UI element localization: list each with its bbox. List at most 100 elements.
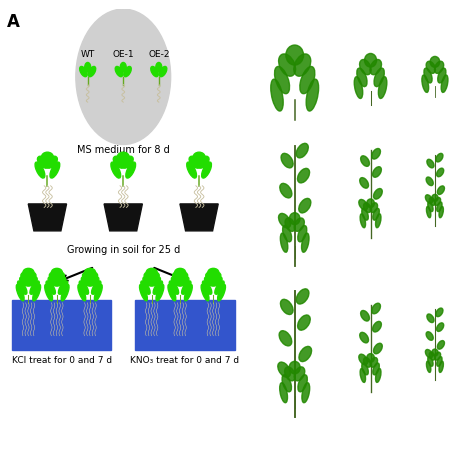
Text: KCl treat for 0 and 7 d: KCl treat for 0 and 7 d (11, 356, 112, 365)
Ellipse shape (124, 66, 131, 77)
Ellipse shape (373, 363, 379, 375)
Ellipse shape (301, 233, 309, 252)
Ellipse shape (429, 197, 435, 205)
Text: Growing in soil for 25 d: Growing in soil for 25 d (67, 245, 180, 255)
Ellipse shape (148, 272, 159, 280)
Ellipse shape (359, 354, 367, 365)
Ellipse shape (435, 352, 441, 360)
Ellipse shape (296, 143, 308, 158)
Ellipse shape (94, 284, 102, 301)
Ellipse shape (362, 363, 368, 375)
Ellipse shape (168, 284, 176, 301)
Ellipse shape (50, 162, 60, 178)
Ellipse shape (372, 303, 381, 314)
Ellipse shape (375, 214, 381, 228)
Text: OE-2: OE-2 (430, 175, 448, 184)
Ellipse shape (279, 331, 292, 346)
Ellipse shape (425, 195, 432, 203)
Ellipse shape (299, 198, 311, 213)
Ellipse shape (49, 272, 60, 280)
Ellipse shape (436, 153, 443, 162)
Ellipse shape (151, 66, 158, 77)
Ellipse shape (122, 156, 133, 168)
Ellipse shape (289, 361, 300, 374)
Ellipse shape (113, 156, 125, 168)
Ellipse shape (208, 268, 219, 277)
Ellipse shape (367, 199, 374, 207)
Ellipse shape (370, 203, 378, 212)
Ellipse shape (281, 299, 293, 314)
Ellipse shape (296, 289, 309, 304)
Text: KNO₃ treat for 0 and 7 d: KNO₃ treat for 0 and 7 d (130, 356, 239, 365)
Text: OE-1: OE-1 (366, 324, 384, 333)
Ellipse shape (374, 343, 383, 354)
Text: WT: WT (295, 175, 308, 184)
Ellipse shape (302, 383, 310, 403)
Ellipse shape (427, 159, 434, 168)
Ellipse shape (373, 321, 382, 332)
Ellipse shape (187, 162, 197, 178)
Ellipse shape (80, 66, 87, 77)
Ellipse shape (177, 272, 188, 280)
Ellipse shape (54, 272, 64, 280)
Ellipse shape (435, 61, 444, 73)
Ellipse shape (425, 349, 432, 358)
Ellipse shape (278, 362, 291, 377)
Ellipse shape (55, 277, 66, 286)
Ellipse shape (193, 152, 205, 162)
FancyBboxPatch shape (135, 299, 235, 350)
Ellipse shape (159, 66, 167, 77)
Ellipse shape (360, 177, 368, 188)
Text: WT: WT (81, 51, 95, 59)
Ellipse shape (139, 284, 147, 301)
Ellipse shape (375, 369, 381, 383)
Ellipse shape (19, 277, 30, 286)
Ellipse shape (174, 268, 186, 277)
Ellipse shape (115, 66, 123, 77)
Ellipse shape (144, 272, 155, 280)
Ellipse shape (25, 272, 36, 280)
Ellipse shape (211, 277, 222, 286)
Ellipse shape (82, 272, 93, 280)
Ellipse shape (359, 199, 367, 210)
Ellipse shape (16, 284, 24, 301)
Ellipse shape (361, 310, 369, 321)
Ellipse shape (46, 156, 57, 168)
Ellipse shape (84, 268, 96, 277)
Ellipse shape (153, 281, 163, 294)
Ellipse shape (279, 54, 296, 76)
Ellipse shape (143, 277, 154, 286)
FancyBboxPatch shape (12, 299, 111, 350)
Ellipse shape (146, 268, 157, 277)
Ellipse shape (184, 284, 192, 301)
Ellipse shape (48, 277, 59, 286)
Polygon shape (28, 204, 66, 231)
Ellipse shape (150, 277, 161, 286)
Ellipse shape (298, 375, 307, 392)
Ellipse shape (430, 56, 440, 67)
Ellipse shape (365, 53, 376, 67)
Ellipse shape (360, 60, 371, 75)
Ellipse shape (271, 79, 283, 111)
Ellipse shape (120, 62, 126, 72)
Ellipse shape (367, 354, 374, 362)
Ellipse shape (201, 162, 211, 178)
Text: OE-2: OE-2 (430, 324, 448, 333)
Text: OE-1: OE-1 (366, 175, 384, 184)
Ellipse shape (91, 281, 101, 294)
Polygon shape (104, 204, 142, 231)
Ellipse shape (426, 61, 436, 73)
Text: MS medium for 8 d: MS medium for 8 d (77, 145, 170, 155)
Ellipse shape (360, 214, 365, 228)
Ellipse shape (298, 168, 310, 183)
Ellipse shape (428, 202, 433, 212)
Ellipse shape (373, 167, 382, 177)
Ellipse shape (141, 281, 150, 294)
Ellipse shape (156, 62, 162, 72)
Ellipse shape (285, 218, 295, 232)
Ellipse shape (182, 281, 191, 294)
Text: OE-2: OE-2 (148, 51, 170, 59)
Ellipse shape (280, 183, 292, 198)
Ellipse shape (438, 186, 445, 194)
Ellipse shape (30, 281, 39, 294)
